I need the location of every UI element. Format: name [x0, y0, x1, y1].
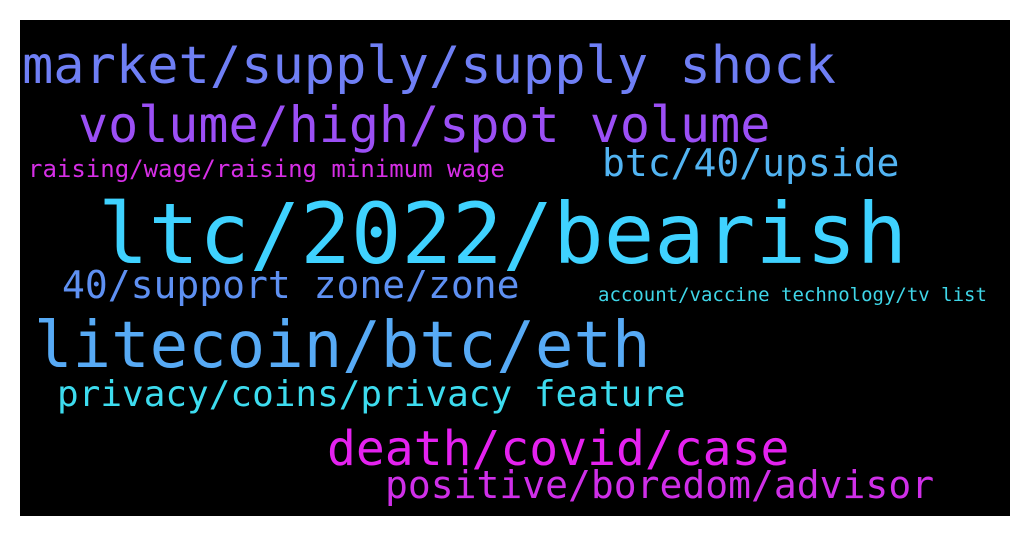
word-litecoin-btc-eth: litecoin/btc/eth — [34, 309, 651, 383]
word-cloud: market/supply/supply shock volume/high/s… — [20, 20, 1010, 516]
word-market-supply: market/supply/supply shock — [22, 36, 836, 96]
word-volume-high: volume/high/spot volume — [78, 96, 771, 154]
word-raising-wage: raising/wage/raising minimum wage — [28, 155, 505, 183]
word-privacy-coins: privacy/coins/privacy feature — [57, 374, 686, 415]
word-positive-boredom: positive/boredom/advisor — [385, 463, 935, 507]
word-support-zone: 40/support zone/zone — [62, 263, 520, 307]
word-death-covid: death/covid/case — [327, 421, 790, 477]
word-ltc-bearish: ltc/2022/bearish — [98, 185, 908, 283]
word-btc-upside: btc/40/upside — [602, 141, 900, 185]
word-account-vaccine: account/vaccine technology/tv list — [598, 284, 987, 306]
